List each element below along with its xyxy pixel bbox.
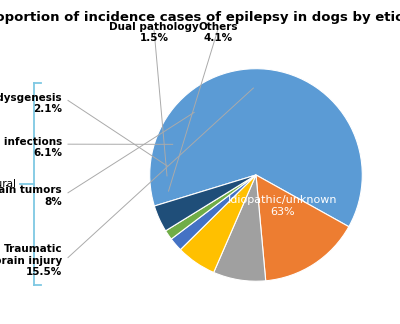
Wedge shape bbox=[180, 175, 256, 272]
Wedge shape bbox=[166, 175, 256, 239]
Text: Others
4.1%: Others 4.1% bbox=[198, 22, 238, 43]
Wedge shape bbox=[256, 175, 349, 281]
Text: Proportion of incidence cases of epilepsy in dogs by etiology: Proportion of incidence cases of epileps… bbox=[0, 11, 400, 24]
Text: Brain tumors
8%: Brain tumors 8% bbox=[0, 185, 62, 207]
Text: Structural: Structural bbox=[0, 179, 17, 189]
Wedge shape bbox=[150, 69, 362, 227]
Text: Cortical dysgenesis
2.1%: Cortical dysgenesis 2.1% bbox=[0, 93, 62, 114]
Text: Traumatic
brain injury
15.5%: Traumatic brain injury 15.5% bbox=[0, 244, 62, 277]
Wedge shape bbox=[214, 175, 266, 281]
Wedge shape bbox=[154, 175, 256, 231]
Text: Dual pathology
1.5%: Dual pathology 1.5% bbox=[109, 22, 199, 43]
Text: Brain infections
6.1%: Brain infections 6.1% bbox=[0, 137, 62, 158]
Text: Idiopathic/unknown
63%: Idiopathic/unknown 63% bbox=[228, 195, 337, 216]
Wedge shape bbox=[171, 175, 256, 249]
